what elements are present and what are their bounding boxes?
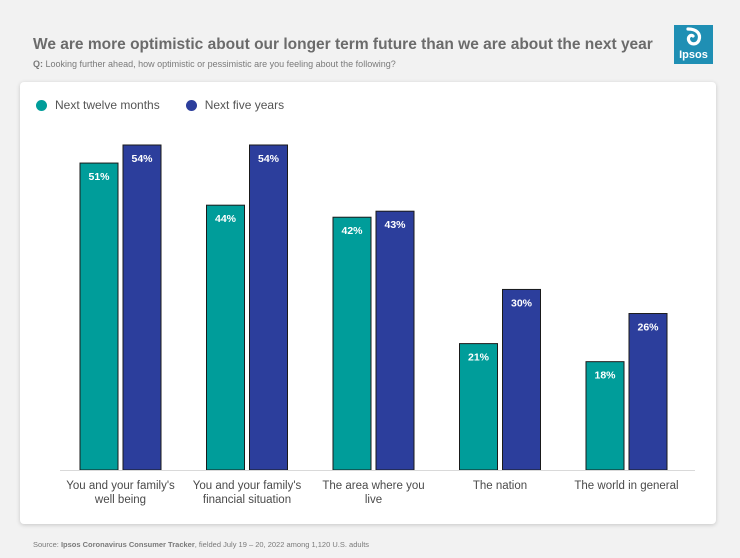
bar-next-five-years-the-area-where-you-live [375,210,415,471]
legend-marker-next-twelve-months [36,99,47,111]
data-label-next-twelve-months-you-and-your-family-s-financial-situation: 44% [215,213,237,225]
bar-next-five-years-the-nation [502,288,541,471]
bar-next-twelve-months-the-area-where-you-live [332,216,372,471]
bar-next-five-years-you-and-your-family-s-well-being [122,144,162,471]
chart-legend: Next twelve months Next five years [36,98,284,112]
question-prefix: Q: [33,59,43,69]
bar-next-five-years-you-and-your-family-s-financial-situation [249,144,288,471]
legend-item-next-twelve-months: Next twelve months [36,98,160,112]
bar-next-twelve-months-you-and-your-family-s-financial-situation [206,204,245,471]
source-note: Source: Ipsos Coronavirus Consumer Track… [33,540,369,549]
data-label-next-twelve-months-the-area-where-you-live: 42% [341,225,363,237]
question-text: Looking further ahead, how optimistic or… [45,59,396,69]
logo-swirl-icon [686,27,702,46]
legend-item-next-five-years: Next five years [185,98,285,112]
source-detail: , fielded July 19 – 20, 2022 among 1,120… [194,540,370,549]
chart-title: We are more optimistic about our longer … [33,36,653,53]
legend-marker-next-five-years [185,99,197,111]
survey-question: Q: Looking further ahead, how optimistic… [33,59,396,69]
logo-text: Ipsos [679,49,708,61]
category-label-the-area-where-you-live: The area where you live [322,480,424,506]
category-label-you-and-your-family-s-financial-situation: You and your family's financial situation [193,480,302,506]
category-label-the-world-in-general: The world in general [574,480,678,492]
data-label-next-five-years-the-world-in-general: 26% [637,322,659,334]
legend-label-next-twelve-months: Next twelve months [55,98,160,112]
bar-next-twelve-months-the-world-in-general [585,361,625,471]
data-label-next-twelve-months-you-and-your-family-s-well-being: 51% [88,171,110,183]
data-label-next-five-years-you-and-your-family-s-financial-situation: 54% [258,153,280,165]
bar-next-five-years-the-world-in-general [628,313,668,471]
bar-next-twelve-months-you-and-your-family-s-well-being [79,162,119,471]
data-label-next-five-years-you-and-your-family-s-well-being: 54% [131,153,153,165]
data-label-next-five-years-the-nation: 30% [511,297,533,309]
data-label-next-five-years-the-area-where-you-live: 43% [384,219,406,231]
bar-next-twelve-months-the-nation [459,343,498,471]
data-label-next-twelve-months-the-world-in-general: 18% [594,370,616,382]
ipsos-logo: Ipsos [674,25,713,64]
legend-label-next-five-years: Next five years [204,98,285,112]
data-label-next-twelve-months-the-nation: 21% [468,352,490,364]
source-name: Ipsos Coronavirus Consumer Tracker [60,540,195,549]
category-label-you-and-your-family-s-well-being: You and your family's well being [66,480,175,506]
category-label-the-nation: The nation [473,480,527,492]
source-prefix: Source: [33,540,59,549]
